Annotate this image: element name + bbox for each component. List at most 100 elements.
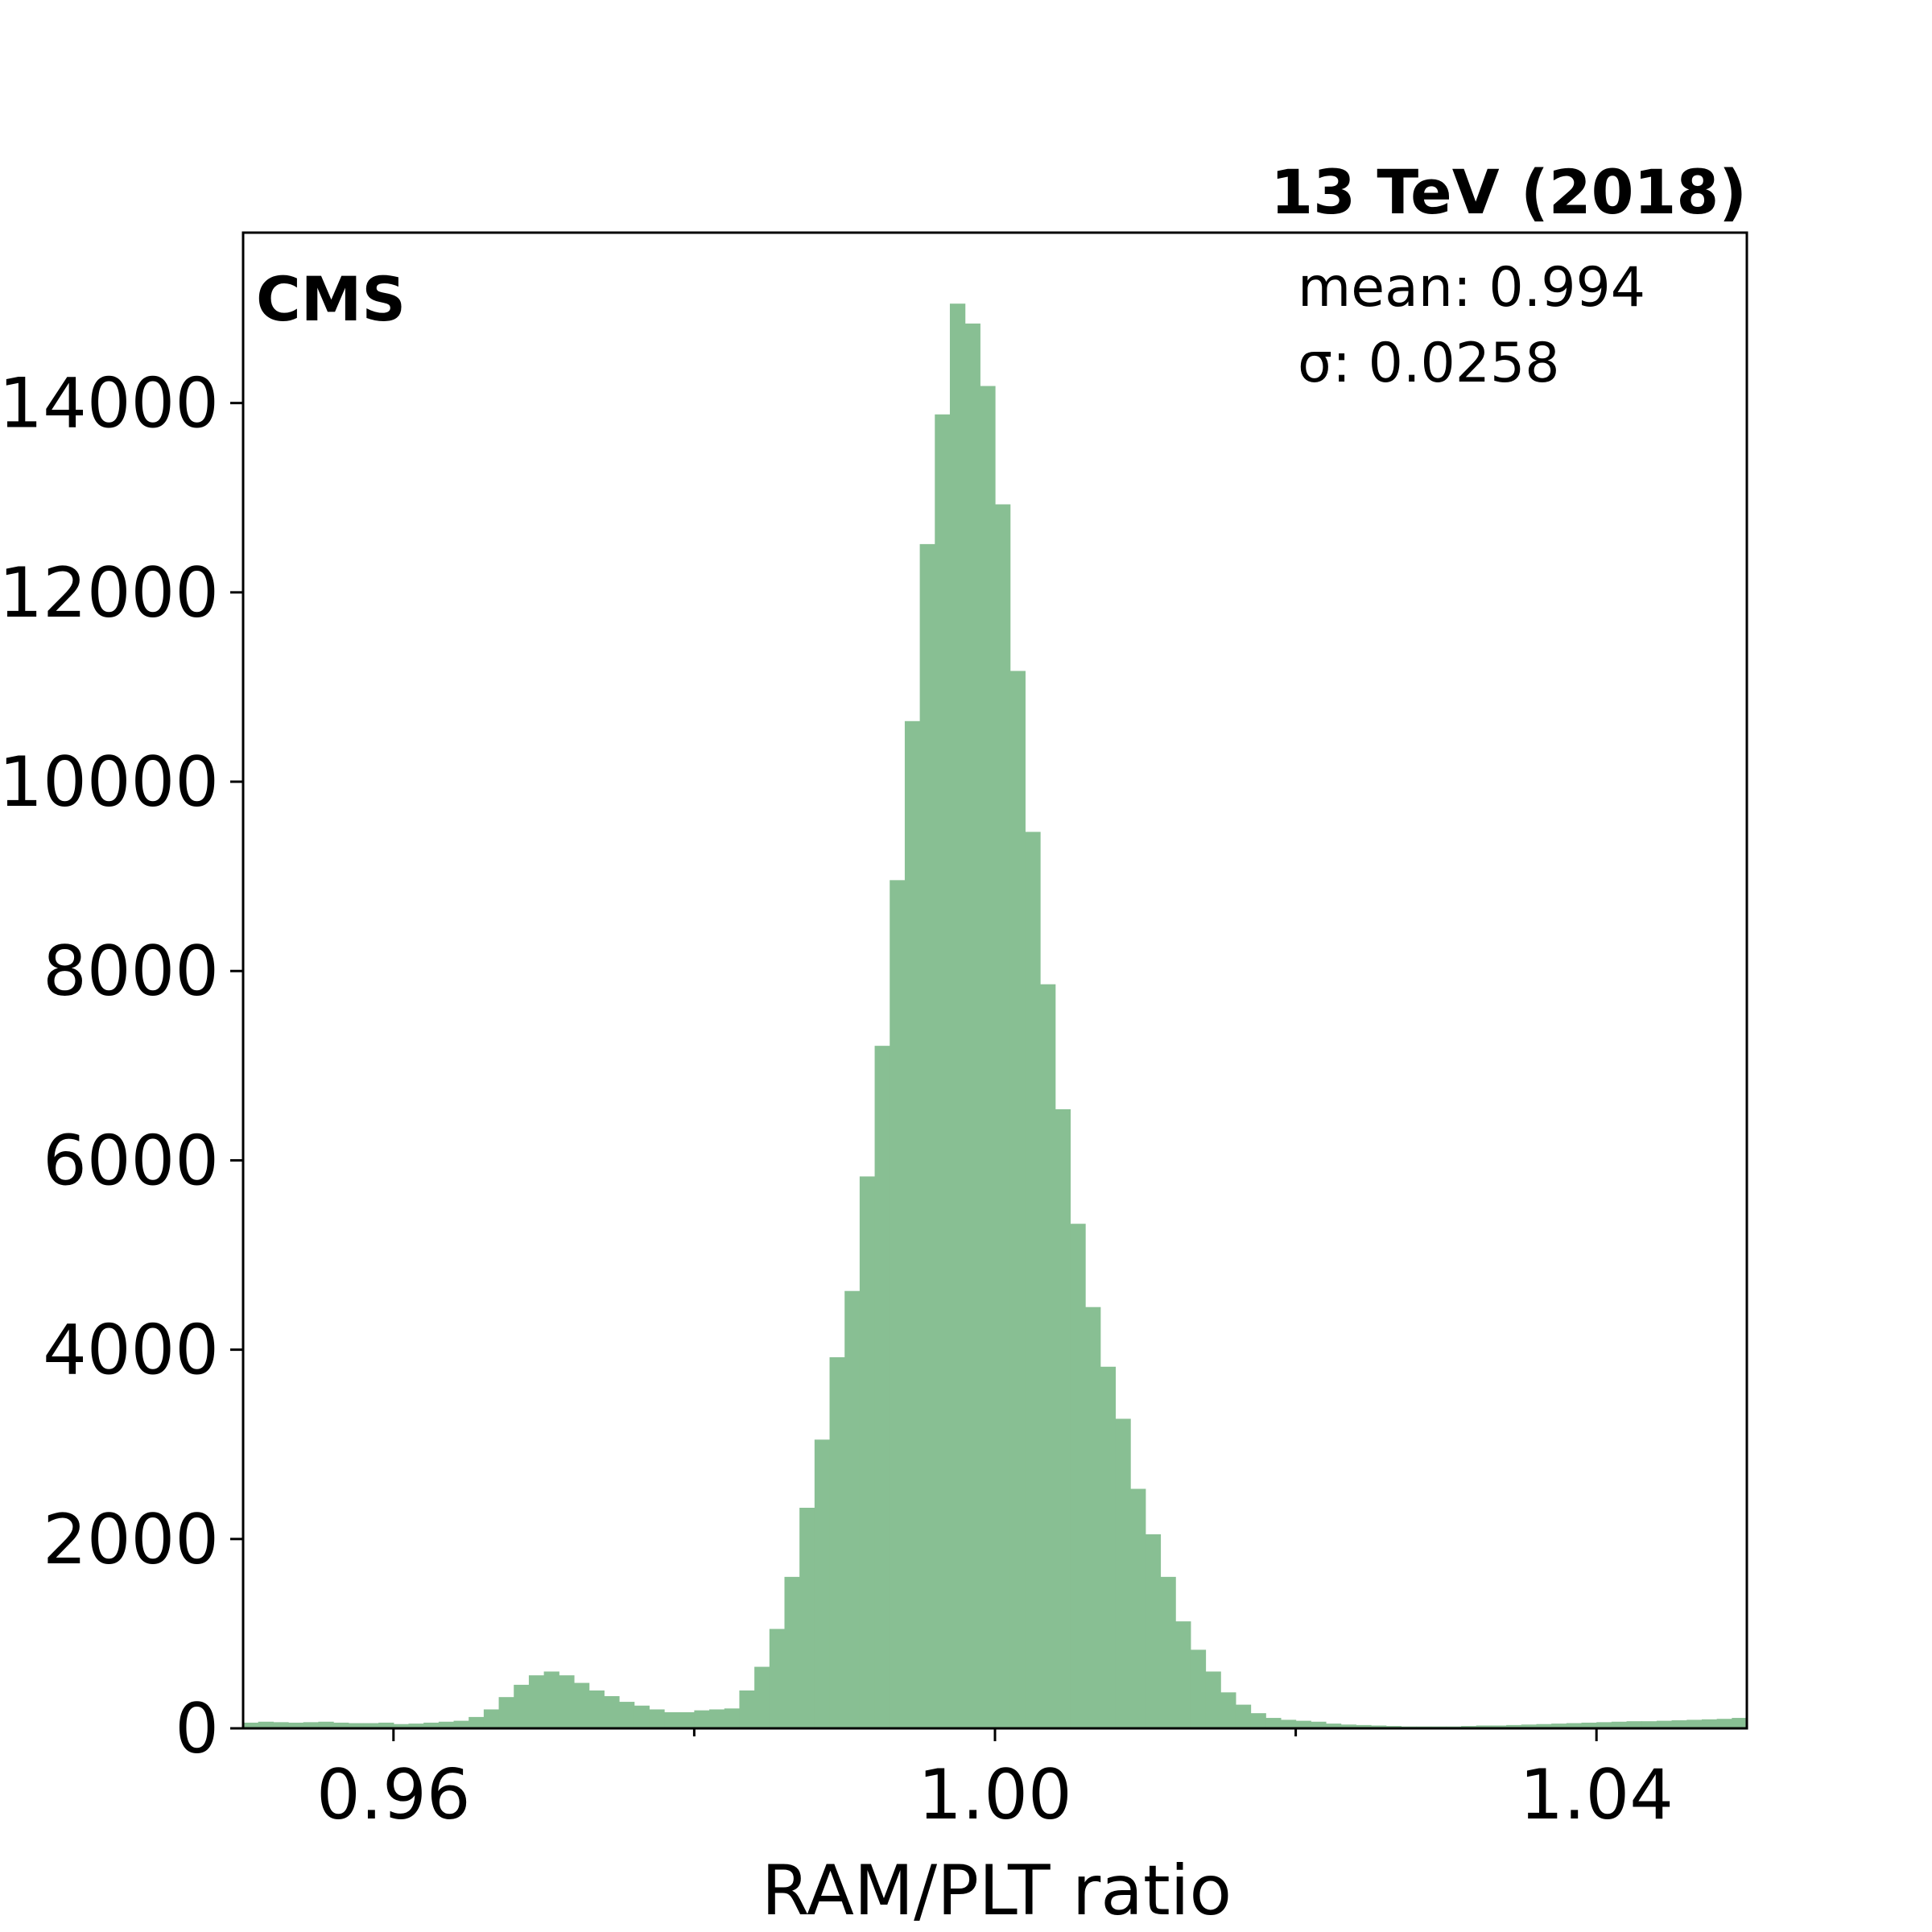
histogram-bar	[1070, 1224, 1086, 1728]
histogram-bar	[1732, 1718, 1748, 1728]
histogram-bar	[1100, 1366, 1117, 1728]
y-tick-label: 0	[175, 1689, 219, 1769]
histogram-bar	[1220, 1692, 1236, 1728]
histogram-bar	[694, 1710, 710, 1728]
histogram-bar	[1115, 1418, 1131, 1728]
histogram-bar	[1040, 984, 1056, 1728]
histogram-bar	[1205, 1671, 1221, 1728]
histogram-bar	[483, 1709, 500, 1728]
histogram-bar	[1551, 1724, 1567, 1728]
histogram-bar	[1581, 1722, 1597, 1728]
header-right-label: 13 TeV (2018)	[1270, 156, 1747, 228]
histogram-bar	[1250, 1713, 1266, 1728]
histogram-bar	[318, 1721, 334, 1728]
histogram-bar	[1611, 1721, 1628, 1728]
histogram-bar	[799, 1508, 815, 1728]
histogram-bar	[378, 1722, 394, 1728]
histogram-bar	[964, 323, 980, 1728]
histogram-bar	[333, 1722, 349, 1728]
histogram-bar	[498, 1697, 514, 1728]
histogram-bar	[1311, 1721, 1327, 1728]
histogram-bar	[1265, 1718, 1282, 1728]
histogram-bar	[664, 1712, 680, 1728]
histogram-bar	[919, 543, 935, 1728]
histogram-bar	[363, 1723, 379, 1728]
y-tick-label: 6000	[43, 1121, 219, 1201]
histogram-bar	[1085, 1307, 1101, 1728]
histogram-bar	[514, 1684, 530, 1728]
histogram-bar	[980, 386, 996, 1728]
histogram-bar	[1160, 1576, 1176, 1728]
histogram-bar	[1145, 1534, 1162, 1728]
histogram-bar	[258, 1721, 274, 1728]
histogram-bar	[303, 1722, 319, 1728]
histogram-bar	[829, 1357, 845, 1728]
histogram-bar	[543, 1671, 559, 1728]
histogram-bar	[1596, 1722, 1612, 1728]
histogram-bar	[1656, 1720, 1673, 1728]
histogram-bar	[874, 1046, 890, 1728]
axis-ticks: 0.96 1.00 1.04 0 2000 4000 6000 8000 10000 12000 1…	[0, 364, 1674, 1835]
histogram-bar	[243, 1722, 259, 1728]
histogram-bar	[1686, 1719, 1703, 1728]
histogram-bar	[1235, 1704, 1252, 1728]
histogram-bar	[1055, 1108, 1071, 1728]
histogram-bar	[1356, 1724, 1372, 1728]
histogram-bar	[1009, 671, 1026, 1729]
histogram-bar	[679, 1712, 695, 1728]
histogram-bar	[408, 1724, 424, 1728]
histogram-bar	[904, 720, 921, 1728]
histogram-bar	[528, 1675, 545, 1728]
histogram-bar	[1641, 1721, 1657, 1728]
histogram-bar	[423, 1722, 440, 1728]
histogram-bar	[273, 1722, 289, 1728]
histogram-bar	[1280, 1719, 1297, 1728]
histogram-bar	[1025, 832, 1041, 1728]
histogram-bars	[243, 303, 1748, 1729]
histogram-bar	[1175, 1621, 1191, 1728]
histogram-bar	[438, 1721, 455, 1728]
histogram-bar	[348, 1723, 365, 1728]
histogram-bar	[784, 1576, 800, 1728]
x-tick-label: 0.96	[316, 1755, 470, 1835]
histogram-bar	[1671, 1720, 1687, 1728]
y-tick-label: 2000	[43, 1500, 219, 1580]
x-axis-title: RAM/PLT ratio	[762, 1851, 1232, 1931]
x-tick-label: 1.00	[918, 1755, 1071, 1835]
histogram-bar	[949, 303, 966, 1729]
histogram-bar	[1701, 1719, 1718, 1728]
plot-frame	[242, 231, 1748, 1730]
histogram-bar	[1371, 1725, 1387, 1728]
stats-sigma: σ: 0.0258	[1298, 332, 1560, 395]
histogram-bar	[1521, 1724, 1538, 1728]
histogram-bar	[1476, 1725, 1492, 1728]
histogram-bar	[1536, 1724, 1552, 1728]
histogram-bar	[769, 1629, 786, 1728]
histogram-bar	[844, 1290, 861, 1728]
histogram-bar	[604, 1696, 620, 1728]
histogram-bar	[573, 1682, 590, 1728]
histogram-bar	[709, 1709, 725, 1728]
histogram-bar	[288, 1722, 304, 1728]
histogram-bar	[1130, 1488, 1146, 1728]
histogram-bar	[739, 1690, 755, 1728]
histogram-bar	[814, 1439, 831, 1728]
histogram-bar	[1566, 1723, 1583, 1728]
histogram-bar	[634, 1705, 650, 1728]
histogram-bar	[859, 1176, 876, 1728]
histogram-bar	[1295, 1720, 1311, 1728]
histogram-bar	[754, 1666, 770, 1728]
histogram-bar	[649, 1709, 665, 1728]
histogram-bar	[588, 1690, 605, 1728]
histogram-bar	[1491, 1725, 1507, 1728]
histogram-bar	[935, 414, 951, 1728]
histogram-bar	[1325, 1724, 1342, 1728]
cms-label: CMS	[256, 263, 406, 335]
histogram-bar	[1190, 1649, 1207, 1728]
histogram-bar	[1716, 1719, 1732, 1728]
stats-mean: mean: 0.994	[1298, 256, 1645, 320]
histogram-bar	[995, 504, 1011, 1728]
histogram-bar	[619, 1702, 635, 1728]
histogram-bar	[890, 880, 906, 1728]
